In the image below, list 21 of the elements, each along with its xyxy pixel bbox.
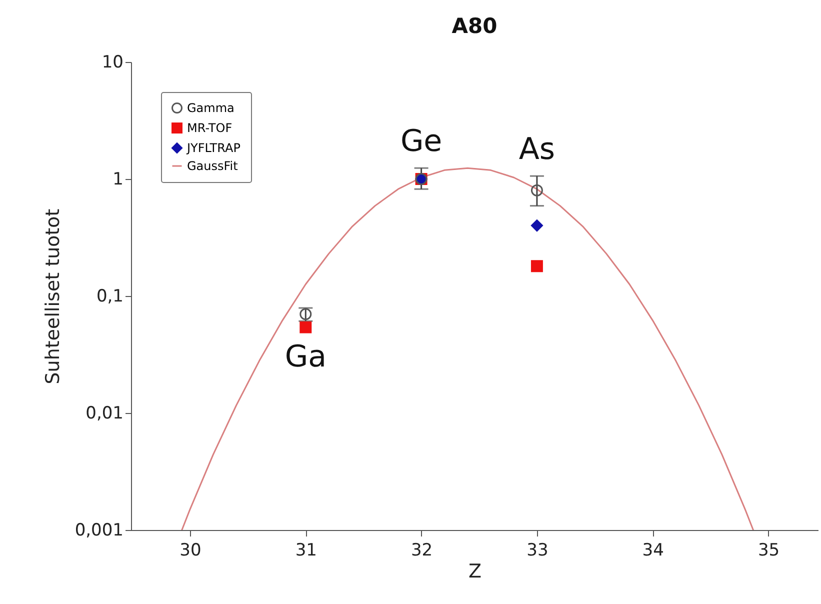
y-tick-label: 0,1 bbox=[96, 286, 124, 306]
x-axis-title: Z bbox=[468, 560, 482, 582]
x-tick-label: 31 bbox=[295, 540, 317, 560]
annotation: Ga bbox=[284, 339, 326, 374]
x-tick-label: 32 bbox=[410, 540, 433, 560]
x-tick-label: 30 bbox=[180, 540, 202, 560]
y-tick-label: 0,001 bbox=[74, 520, 124, 540]
chart-title: A80 bbox=[452, 14, 498, 38]
legend-label: MR-TOF bbox=[187, 121, 232, 135]
y-tick-label: 10 bbox=[102, 52, 124, 72]
legend-label: GaussFit bbox=[187, 159, 238, 173]
legend-label: Gamma bbox=[187, 101, 234, 115]
legend-label: JYFLTRAP bbox=[186, 141, 240, 155]
x-tick-label: 35 bbox=[758, 540, 780, 560]
x-tick-label: 33 bbox=[526, 540, 548, 560]
y-tick-label: 1 bbox=[112, 170, 124, 190]
y-tick-label: 0,01 bbox=[86, 404, 124, 424]
annotation: As bbox=[518, 132, 556, 168]
annotation: Ge bbox=[400, 124, 442, 160]
y-axis-title: Suhteelliset tuotot bbox=[42, 208, 64, 384]
x-tick-label: 34 bbox=[642, 540, 664, 560]
